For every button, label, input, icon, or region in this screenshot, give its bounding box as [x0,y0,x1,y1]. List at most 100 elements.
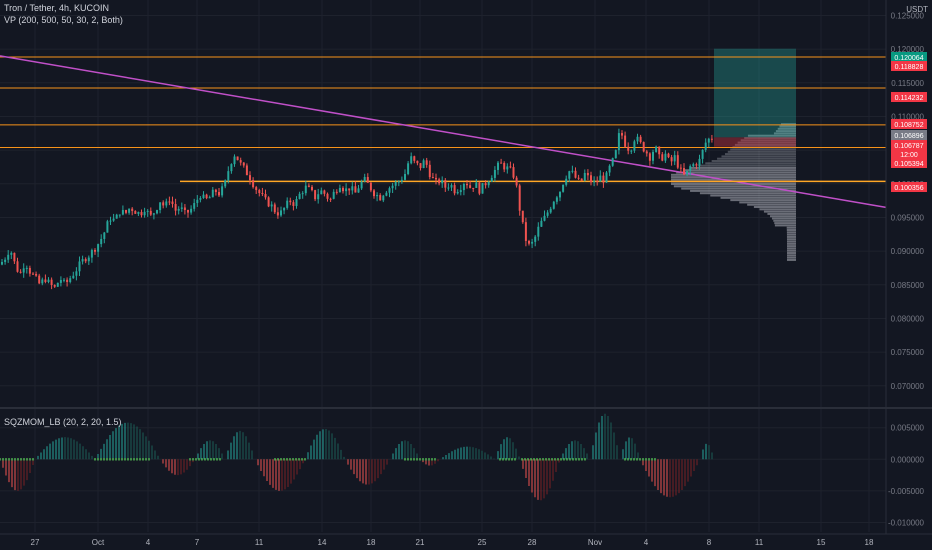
candle-body [580,178,583,181]
candlestick-series [1,128,713,290]
squeeze-dot [127,458,129,461]
candle-body [571,170,574,172]
candle-body [307,185,310,187]
date-tick-label: Nov [588,538,602,547]
date-tick-label: 18 [865,538,874,547]
price-label-text: 0.108752 [894,122,923,129]
candle-body [103,232,106,239]
candle-body [621,133,623,136]
sqzmom-legend[interactable]: SQZMOM_LB (20, 2, 20, 1.5) [4,417,126,427]
candle-body [537,226,540,237]
candle-body [97,244,100,252]
candle-body [115,214,118,219]
candle-body [4,259,7,262]
vp-legend[interactable]: VP (200, 500, 50, 30, 2, Both) [4,15,127,25]
date-tick-label: 14 [318,538,327,547]
candle-body [633,141,636,151]
candle-body [478,182,481,194]
candle-body [630,150,633,152]
price-tick-label: 0.070000 [891,382,925,391]
squeeze-dot [204,458,206,461]
candle-body [84,259,87,262]
price-label-box [891,182,927,192]
squeeze-dot [283,458,285,461]
indicator-tick-label: 0.000000 [891,455,925,464]
price-tick-label: 0.110000 [891,112,924,121]
price-label-text: 0.100356 [894,185,923,192]
candle-body [335,191,338,193]
candle-body [273,204,276,213]
volume-profile-bar [683,169,796,172]
candle-body [270,204,273,207]
squeeze-dot [219,458,221,461]
squeeze-dot [627,458,629,461]
squeeze-dot [8,458,10,461]
squeeze-dot [410,458,412,461]
volume-profile-bar [773,219,796,222]
candle-body [19,271,22,273]
candle-body [227,171,230,181]
time-axis[interactable]: 27 Oct 4 7 11 14 18 21 25 28 Nov 4 8 11 15 18 [31,538,874,547]
symbol-title[interactable]: Tron / Tether, 4h, KUCOIN [4,3,110,13]
candle-body [438,179,441,184]
candle-body [652,151,654,161]
squeeze-dot [514,458,516,461]
candle-body [710,138,713,140]
volume-profile-bar [786,245,796,248]
candle-body [354,186,357,193]
squeeze-dot [112,458,114,461]
candle-body [286,200,289,208]
long-position-stop-zone [714,137,796,147]
squeeze-dot [407,458,409,461]
squeeze-dot [566,458,568,461]
sqzmom-indicator-label[interactable]: SQZMOM_LB (20, 2, 20, 1.5) [4,417,122,427]
candle-body [121,210,124,215]
candle-body [125,210,127,213]
volume-profile-bar [786,238,796,241]
candle-body [264,194,267,198]
candle-body [487,181,490,186]
volume-profile-bar [771,217,796,220]
candle-body [667,153,670,158]
candle-body [245,165,248,176]
squeeze-dot [20,458,22,461]
volume-profile-bar [773,132,796,135]
pane-separator[interactable] [0,0,932,535]
candle-body [413,156,416,161]
candle-body [348,188,351,191]
candle-body [342,187,344,192]
volume-profile-bar [786,233,796,236]
candle-body [568,171,571,179]
volume-profile-bar [774,222,796,225]
date-tick-label: 4 [146,538,151,547]
squeeze-dot [118,458,120,461]
symbol-legend[interactable]: Tron / Tether, 4h, KUCOIN [4,3,113,13]
squeeze-dot [542,458,544,461]
candle-body [450,185,453,188]
candle-body [357,188,360,193]
volume-profile-bar [739,201,796,204]
candle-body [422,160,425,169]
candle-body [242,162,245,166]
volume-profile-bar [786,240,796,243]
candle-body [521,210,524,223]
volume-profile-bar [786,235,796,238]
price-axis-unit: USDT [906,5,928,14]
candle-body [599,175,602,182]
indicator-axis[interactable]: 0.005000 0.000000 -0.005000 -0.010000 [888,424,925,528]
candle-body [50,279,53,286]
volume-profile-bar [786,226,796,229]
candle-body [295,199,298,206]
squeeze-dot [630,458,632,461]
volume-profile-bar [774,224,796,227]
squeeze-dot [286,458,288,461]
squeeze-dot [14,458,16,461]
squeeze-dot [292,458,294,461]
vp-indicator-label[interactable]: VP (200, 500, 50, 30, 2, Both) [4,15,123,25]
candle-body [326,193,329,199]
candle-body [373,190,375,197]
volume-profile-bar [753,206,796,209]
candle-body [360,181,363,189]
price-tick-label: 0.090000 [891,247,925,256]
